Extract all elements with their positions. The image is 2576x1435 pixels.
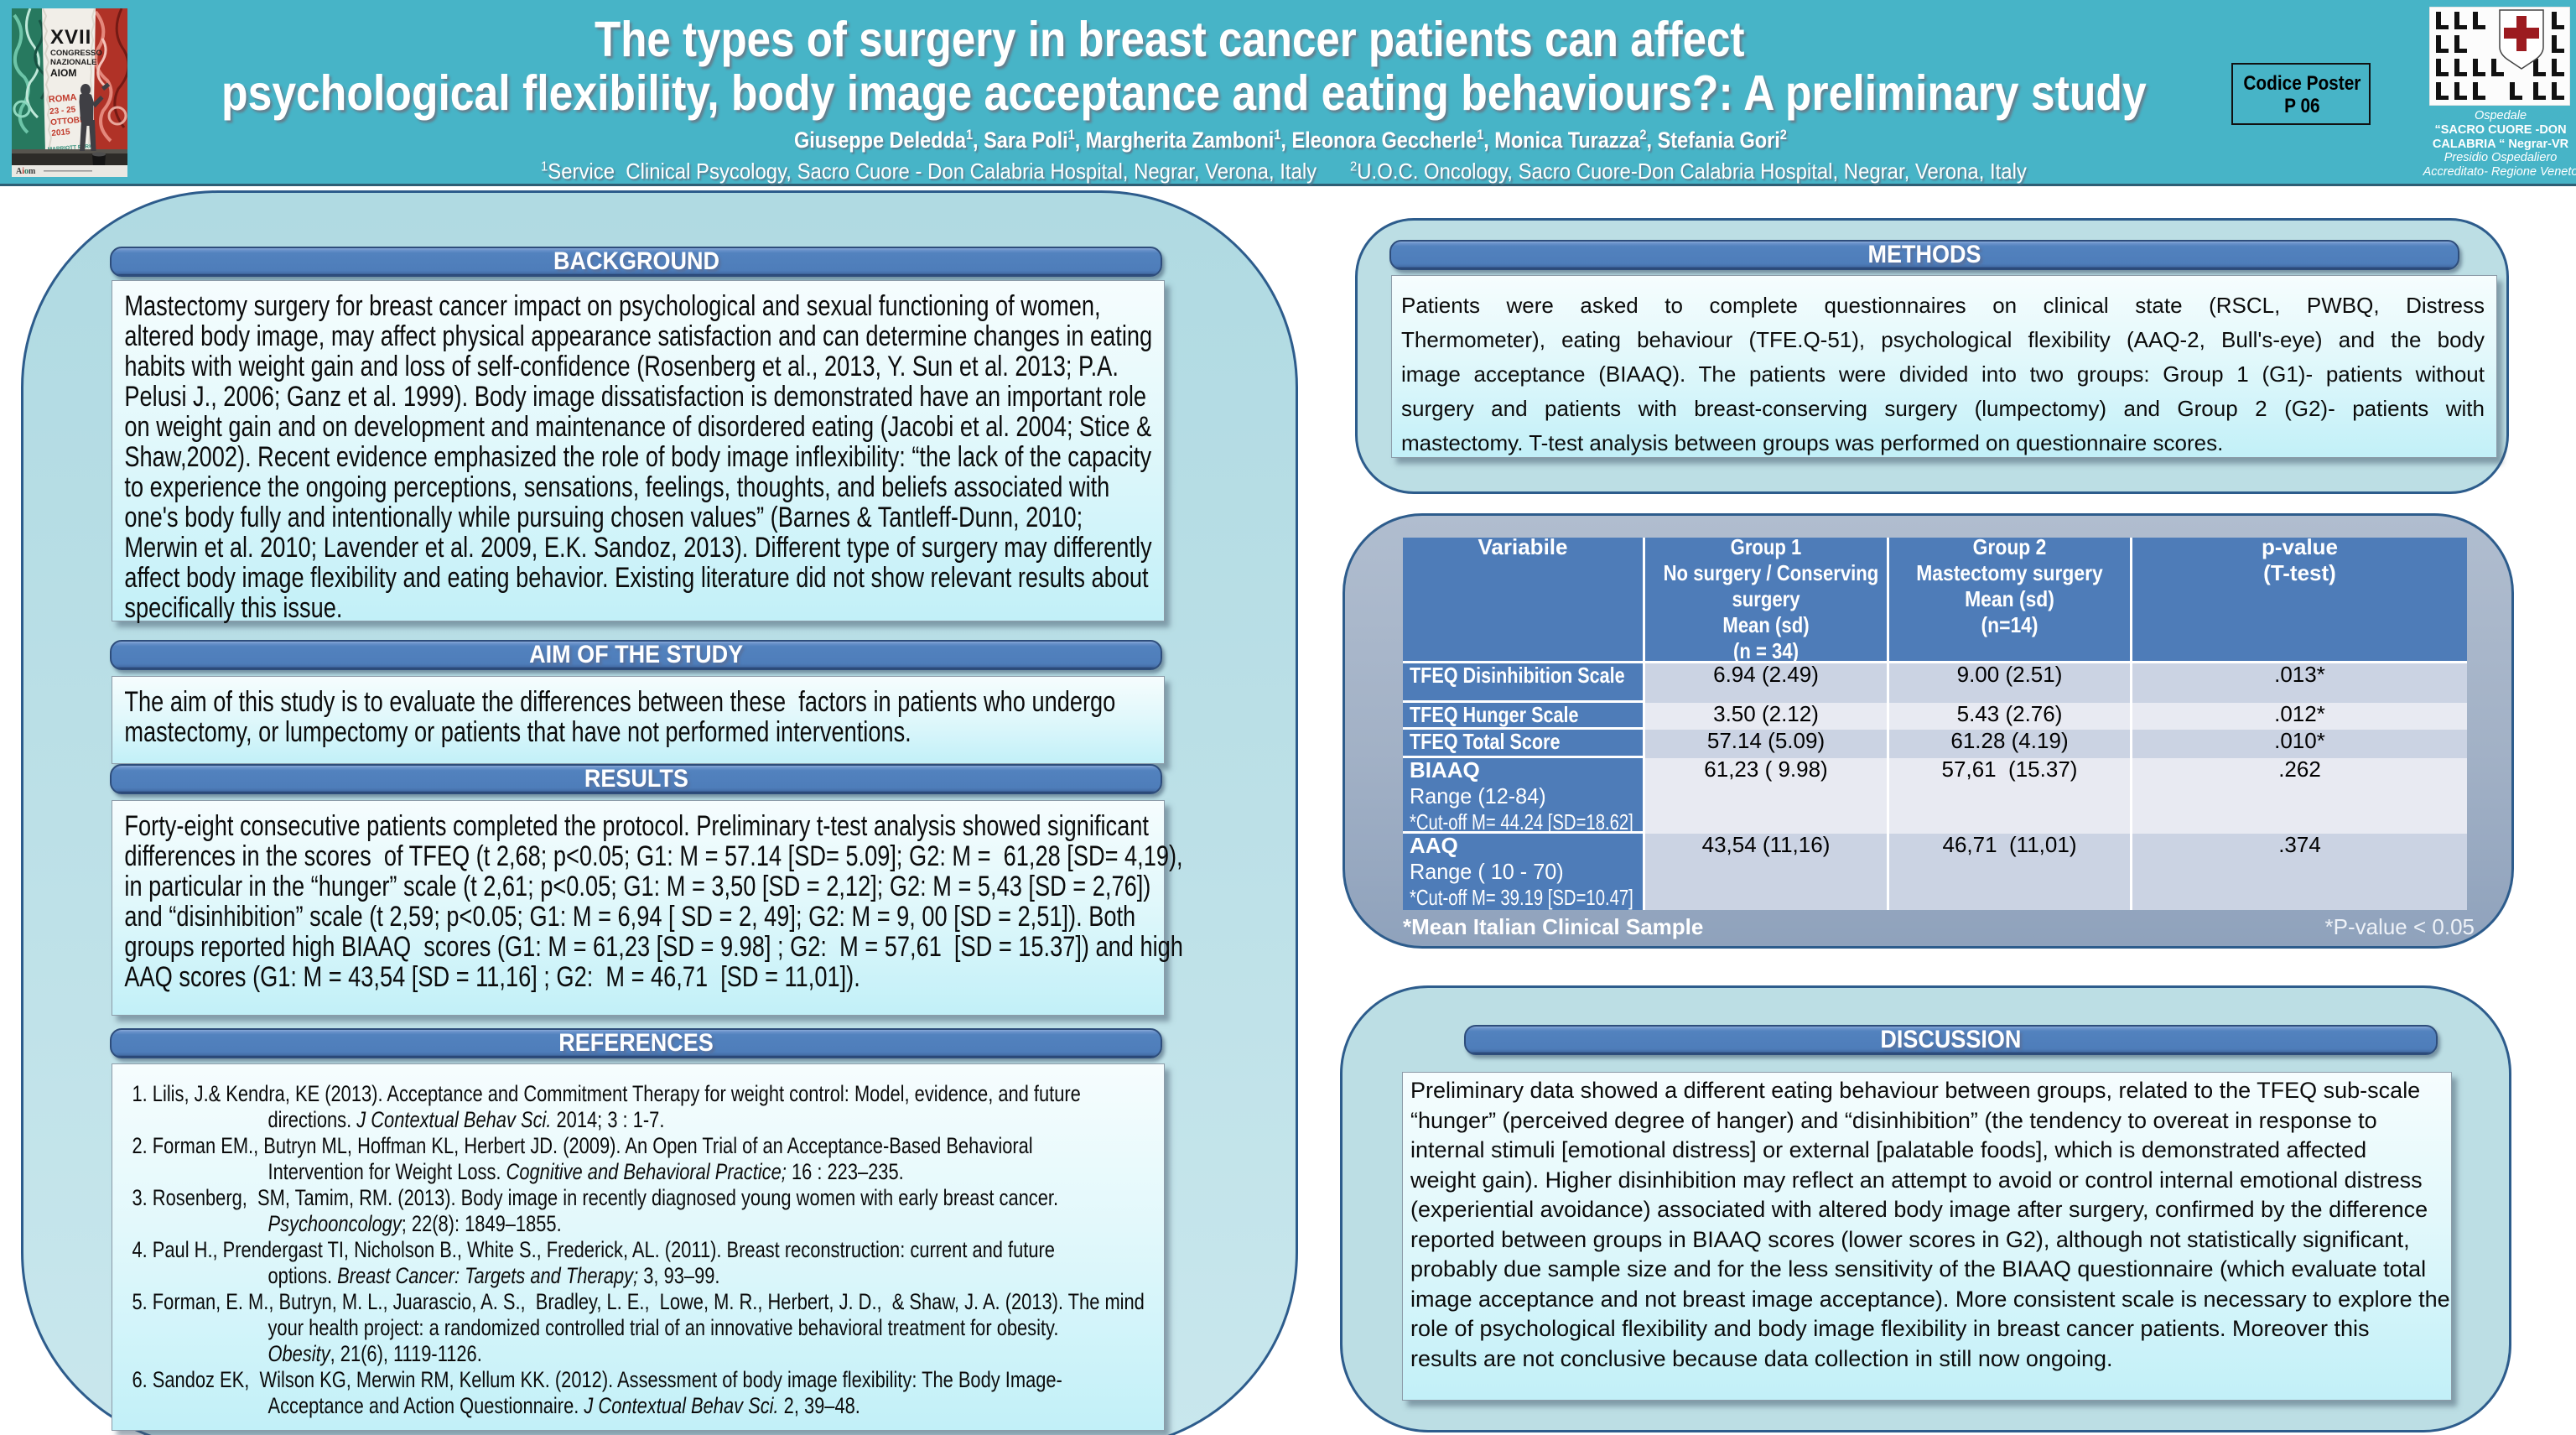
svg-text:2015: 2015 [51, 127, 71, 138]
svg-text:NAZIONALE: NAZIONALE [50, 58, 96, 67]
svg-text:ROMA: ROMA [48, 92, 77, 105]
svg-text:AIOM: AIOM [50, 67, 76, 79]
svg-text:Aiom: Aiom [16, 167, 36, 176]
svg-text:XVII: XVII [50, 26, 91, 49]
svg-text:CONGRESSO: CONGRESSO [50, 49, 102, 58]
svg-text:MARRIOTT PARK: MARRIOTT PARK [48, 143, 94, 153]
svg-text:23 - 25: 23 - 25 [49, 105, 76, 117]
